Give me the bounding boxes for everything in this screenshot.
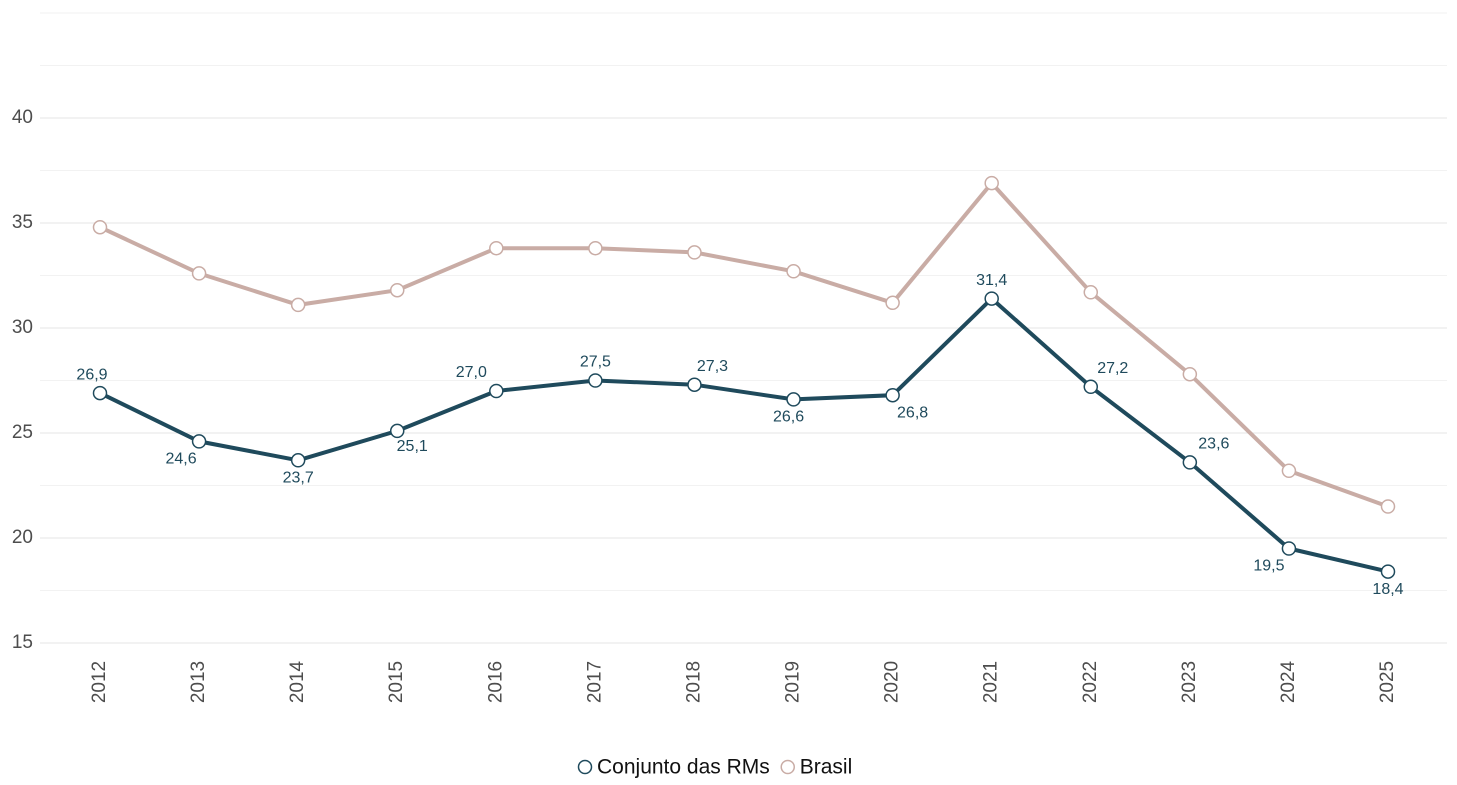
x-tick-label: 2016 [485, 661, 506, 703]
point [1380, 499, 1396, 514]
point [984, 291, 999, 306]
point [191, 266, 207, 281]
x-tick-label: 2021 [981, 661, 1002, 703]
point [885, 295, 900, 311]
data-label: 26,6 [773, 409, 804, 426]
point [290, 297, 306, 313]
point [1083, 285, 1099, 300]
data-label: 26,8 [897, 404, 928, 421]
x-tick-label: 2018 [683, 661, 704, 703]
point [1380, 564, 1396, 579]
point [290, 453, 306, 468]
point [1281, 463, 1297, 479]
x-tick-label: 2025 [1377, 661, 1398, 703]
point [92, 385, 108, 401]
point [389, 423, 405, 439]
y-tick-label: 30 [12, 317, 33, 338]
data-label: 23,6 [1198, 436, 1229, 453]
point [588, 373, 603, 388]
x-tick-label: 2014 [287, 660, 308, 703]
data-label: 27,3 [697, 358, 728, 375]
data-label: 27,2 [1097, 360, 1128, 377]
legend-marker [780, 759, 795, 775]
data-label: 24,6 [166, 451, 197, 468]
y-tick-label: 40 [12, 107, 33, 128]
point [588, 240, 603, 256]
x-tick-label: 2020 [882, 661, 903, 703]
point [1182, 455, 1198, 470]
point [389, 282, 405, 298]
point [687, 377, 702, 392]
legend-label: Conjunto das RMs [597, 756, 770, 779]
point [885, 387, 900, 403]
x-tick-label: 2017 [584, 661, 605, 703]
data-label: 19,5 [1253, 558, 1284, 575]
data-label: 18,4 [1372, 581, 1403, 598]
y-tick-label: 35 [12, 212, 33, 233]
data-label: 27,0 [456, 364, 487, 381]
y-tick-label: 25 [12, 422, 33, 443]
series-line [99, 180, 1389, 509]
legend-marker [577, 759, 593, 775]
x-tick-label: 2012 [89, 661, 110, 703]
data-label: 31,4 [976, 272, 1007, 289]
x-tick-label: 2019 [783, 661, 804, 703]
point [1281, 541, 1297, 556]
point [191, 434, 207, 449]
point [92, 219, 108, 235]
series-line [99, 295, 1389, 574]
point [687, 245, 702, 260]
x-tick-label: 2023 [1179, 661, 1200, 703]
data-label: 27,5 [580, 354, 611, 371]
point [786, 392, 801, 407]
data-label: 26,9 [76, 366, 107, 383]
y-tick-label: 20 [12, 527, 33, 548]
point [489, 240, 504, 256]
point [489, 383, 504, 399]
x-tick-label: 2015 [386, 661, 407, 703]
x-tick-label: 2013 [188, 661, 209, 703]
legend-label: Brasil [800, 756, 853, 779]
point [984, 175, 999, 191]
data-label: 25,1 [397, 438, 428, 455]
x-tick-label: 2024 [1278, 660, 1299, 703]
x-tick-label: 2022 [1080, 661, 1101, 703]
point [1182, 366, 1198, 382]
data-label: 23,7 [283, 470, 314, 487]
point [1083, 379, 1099, 395]
point [786, 264, 801, 279]
y-tick-label: 15 [12, 632, 33, 653]
